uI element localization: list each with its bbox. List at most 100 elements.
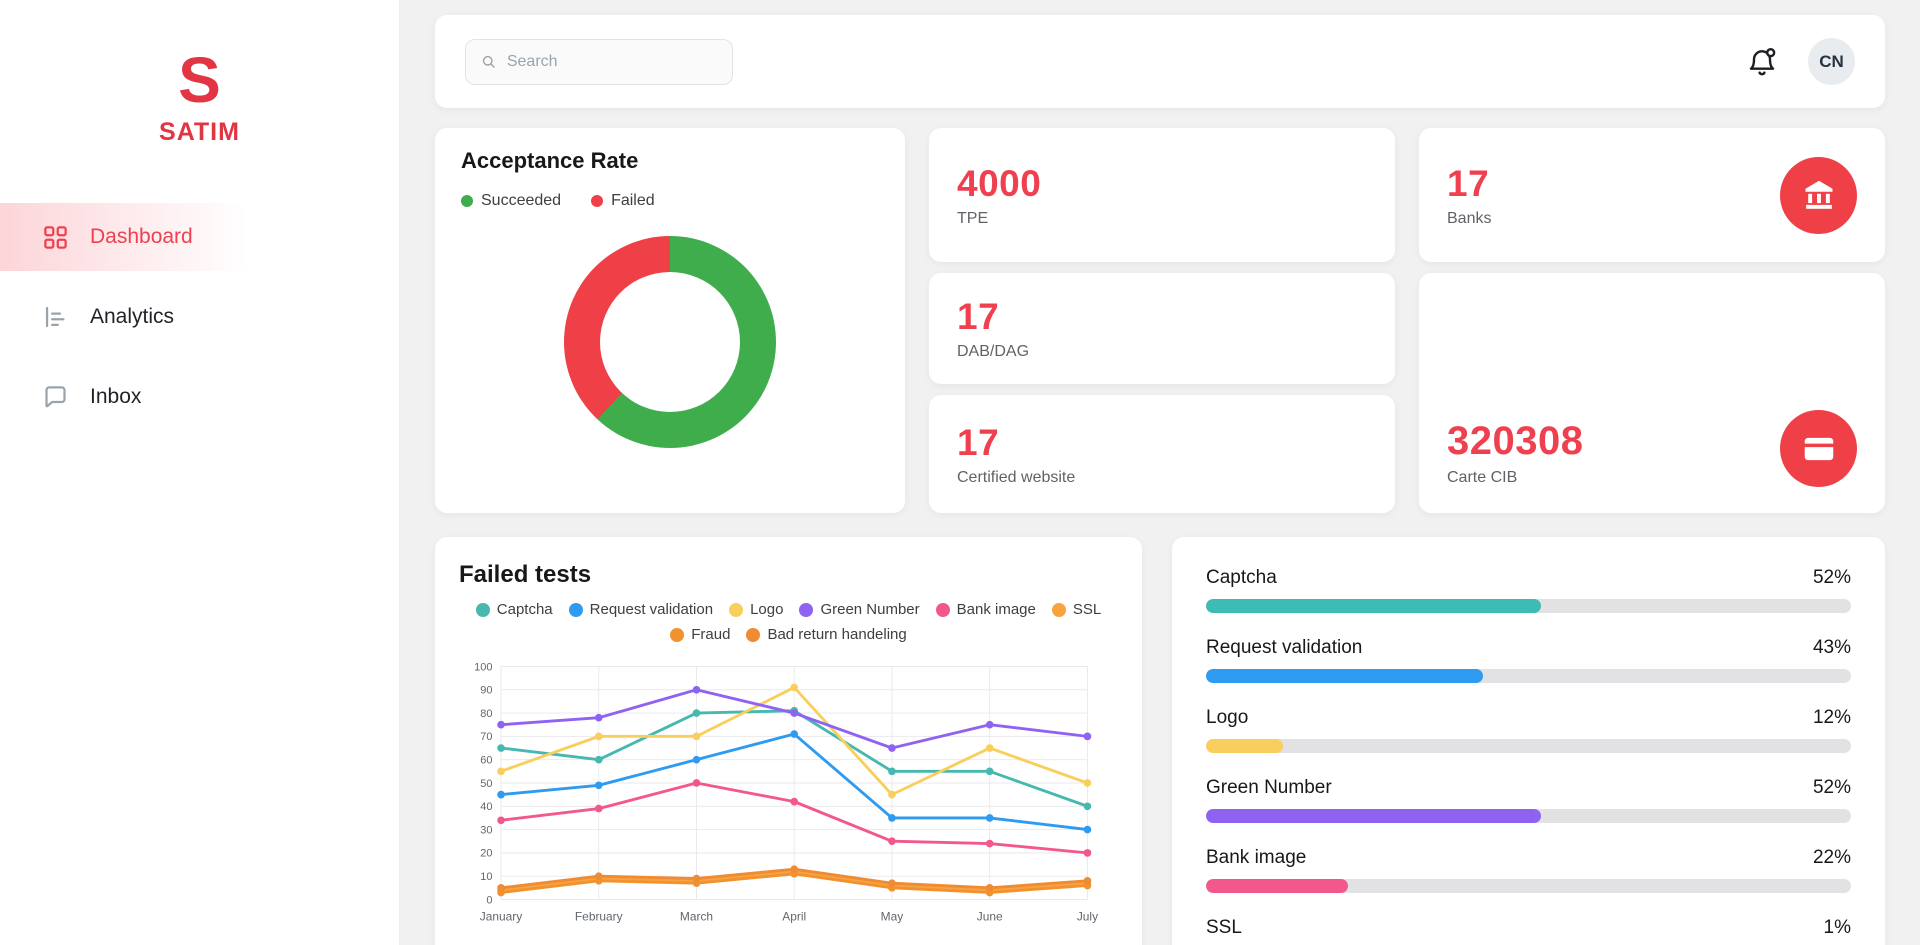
progress-row: Green Number 52% bbox=[1206, 777, 1851, 823]
legend-dot bbox=[568, 602, 583, 617]
stat-value: 17 bbox=[1447, 162, 1490, 204]
notification-bell-icon[interactable] bbox=[1746, 46, 1778, 78]
succeeded-dot bbox=[461, 195, 473, 207]
stats-grid: Acceptance Rate Succeeded Failed 4000 TP… bbox=[435, 128, 1885, 513]
charts-grid: Failed tests Captcha Request validation Lo… bbox=[435, 537, 1885, 945]
legend-item-failed[interactable]: Failed bbox=[591, 192, 655, 210]
svg-text:50: 50 bbox=[480, 778, 492, 790]
progress-card: Captcha 52% Request validation 43% Logo 12% Gr… bbox=[1172, 537, 1885, 945]
failed-tests-line-chart: 0 10 20 30 40 50 60 70 80 90 100 January February Mar… bbox=[459, 655, 1118, 945]
acceptance-donut bbox=[564, 236, 776, 448]
stat-card-carte-cib: 320308 Carte CIB bbox=[1419, 273, 1885, 513]
stat-card-dab-dag: 17 DAB/DAG bbox=[929, 273, 1395, 384]
credit-card-icon-badge bbox=[1780, 410, 1857, 487]
progress-track bbox=[1206, 879, 1851, 893]
legend-label: Bank image bbox=[956, 601, 1036, 618]
stat-label: TPE bbox=[957, 209, 989, 227]
progress-track bbox=[1206, 739, 1851, 753]
sidebar-item-analytics[interactable]: Analytics bbox=[0, 283, 399, 351]
failed-tests-card: Failed tests Captcha Request validation Lo… bbox=[435, 537, 1142, 945]
legend-dot bbox=[1051, 602, 1066, 617]
progress-label: Green Number bbox=[1206, 777, 1332, 798]
legend-item[interactable]: Captcha bbox=[475, 601, 553, 618]
legend-item[interactable]: Green Number bbox=[799, 601, 920, 618]
progress-value: 12% bbox=[1812, 707, 1851, 728]
progress-label: Bank image bbox=[1206, 847, 1307, 868]
svg-text:January: January bbox=[480, 910, 522, 924]
stat-card-banks: 17 Banks bbox=[1419, 128, 1885, 262]
sidebar-item-label: Inbox bbox=[90, 385, 142, 408]
legend-item-succeeded[interactable]: Succeeded bbox=[461, 192, 561, 210]
legend-item[interactable]: Bad return handeling bbox=[746, 626, 907, 643]
sidebar: S SATIM Dashboard Analytics bbox=[0, 0, 400, 945]
stat-label: Banks bbox=[1447, 209, 1492, 227]
stat-value: 320308 bbox=[1447, 419, 1584, 463]
progress-value: 52% bbox=[1812, 777, 1851, 798]
chat-bubble-icon bbox=[40, 382, 70, 412]
topbar-right: CN bbox=[1746, 38, 1855, 85]
svg-text:June: June bbox=[977, 910, 1003, 924]
stat-label: Certified website bbox=[957, 468, 1076, 486]
bank-icon-badge bbox=[1780, 156, 1857, 234]
sidebar-nav: Dashboard Analytics Inbox bbox=[0, 203, 399, 431]
legend-item[interactable]: SSL bbox=[1051, 601, 1101, 618]
stat-label: DAB/DAG bbox=[957, 343, 1030, 360]
legend-dot bbox=[799, 602, 814, 617]
progress-fill bbox=[1206, 599, 1542, 613]
main-content: CN Acceptance Rate Succeeded Failed 4000 bbox=[400, 0, 1920, 945]
progress-value: 52% bbox=[1812, 567, 1851, 588]
legend-label: Bad return handeling bbox=[767, 626, 907, 643]
svg-text:30: 30 bbox=[480, 824, 492, 836]
stat-value: 17 bbox=[957, 421, 1000, 463]
progress-fill bbox=[1206, 809, 1542, 823]
acceptance-rate-title: Acceptance Rate bbox=[461, 148, 639, 173]
legend-dot bbox=[670, 627, 685, 642]
legend-item[interactable]: Logo bbox=[729, 601, 783, 618]
progress-row: Bank image 22% bbox=[1206, 847, 1851, 893]
progress-track bbox=[1206, 599, 1851, 613]
svg-text:20: 20 bbox=[480, 848, 492, 860]
progress-row: SSL 1% bbox=[1206, 917, 1851, 945]
failed-dot bbox=[591, 195, 604, 207]
search-input-wrapper[interactable] bbox=[465, 38, 733, 85]
legend-label: Failed bbox=[611, 192, 655, 209]
legend-label: Succeeded bbox=[481, 192, 562, 209]
stat-value: 17 bbox=[957, 296, 1000, 337]
progress-row: Captcha 52% bbox=[1206, 567, 1851, 613]
bank-icon bbox=[1805, 180, 1832, 209]
brand-name: SATIM bbox=[159, 118, 240, 146]
satim-logo-icon: S bbox=[178, 44, 221, 116]
legend-dot bbox=[475, 602, 490, 617]
search-icon bbox=[482, 55, 495, 68]
stat-card-tpe: 4000 TPE bbox=[929, 128, 1395, 262]
acceptance-legend: Succeeded Failed bbox=[461, 192, 879, 210]
svg-text:70: 70 bbox=[480, 731, 492, 743]
sidebar-item-dashboard[interactable]: Dashboard bbox=[0, 203, 399, 271]
stat-value: 4000 bbox=[957, 162, 1042, 204]
svg-text:10: 10 bbox=[480, 871, 492, 883]
line-chart-legend: Captcha Request validation Logo Green Numbe… bbox=[469, 601, 1109, 643]
svg-text:90: 90 bbox=[480, 685, 492, 697]
legend-dot bbox=[729, 602, 744, 617]
legend-label: Request validation bbox=[589, 601, 714, 618]
sidebar-item-inbox[interactable]: Inbox bbox=[0, 363, 399, 431]
progress-fill bbox=[1206, 879, 1348, 893]
search-input[interactable] bbox=[506, 52, 718, 71]
svg-text:July: July bbox=[1077, 910, 1098, 924]
progress-row: Logo 12% bbox=[1206, 707, 1851, 753]
legend-label: Fraud bbox=[691, 626, 731, 643]
legend-item[interactable]: Fraud bbox=[670, 626, 730, 643]
acceptance-rate-card: Acceptance Rate Succeeded Failed bbox=[435, 128, 905, 513]
avatar[interactable]: CN bbox=[1808, 38, 1855, 85]
legend-dot bbox=[746, 627, 761, 642]
legend-item[interactable]: Request validation bbox=[568, 601, 714, 618]
progress-value: 1% bbox=[1823, 917, 1851, 938]
svg-text:February: February bbox=[575, 910, 623, 924]
sidebar-item-label: Dashboard bbox=[90, 225, 193, 248]
legend-label: Logo bbox=[750, 601, 784, 618]
legend-label: Green Number bbox=[820, 601, 920, 618]
bar-chart-icon bbox=[40, 302, 70, 332]
legend-item[interactable]: Bank image bbox=[935, 601, 1036, 618]
svg-text:40: 40 bbox=[480, 801, 492, 813]
stat-label: Carte CIB bbox=[1447, 469, 1518, 486]
